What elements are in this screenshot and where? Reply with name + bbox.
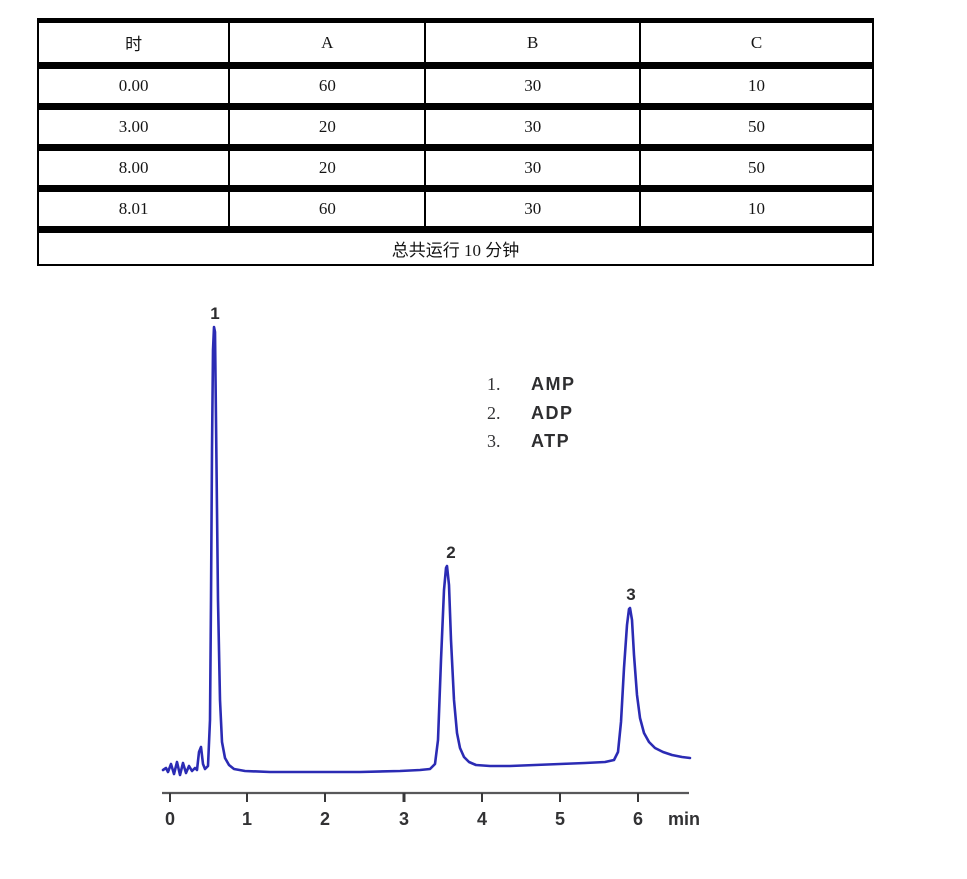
table-row: 8.00 20 30 50 xyxy=(36,144,874,189)
legend-3-name: ATP xyxy=(531,431,570,451)
cell-a: 20 xyxy=(228,144,427,189)
cell-c: 10 xyxy=(639,185,874,230)
column-header-a: A xyxy=(228,20,427,66)
chart-legend: 1. AMP 2. ADP 3. ATP xyxy=(487,374,576,451)
total-runtime-note: 总共运行 10 分钟 xyxy=(37,226,874,265)
table-row: 3.00 20 30 50 xyxy=(36,103,874,148)
legend-1-name: AMP xyxy=(531,374,576,394)
legend-2-name: ADP xyxy=(531,403,574,423)
table-row: 0.00 60 30 10 xyxy=(36,62,874,107)
cell-a: 60 xyxy=(228,185,427,230)
column-header-b: B xyxy=(424,20,642,66)
cell-time: 0.00 xyxy=(36,62,231,107)
chromatogram-trace xyxy=(161,325,692,777)
cell-time: 8.01 xyxy=(36,185,231,230)
x-tick-1: 1 xyxy=(242,809,252,829)
x-tick-3: 3 xyxy=(399,809,409,829)
x-tick-0: 0 xyxy=(165,809,175,829)
cell-c: 50 xyxy=(639,144,874,189)
peak-3-label: 3 xyxy=(626,585,635,604)
peak-1-label: 1 xyxy=(210,304,219,323)
cell-b: 30 xyxy=(424,62,642,107)
cell-c: 10 xyxy=(639,62,874,107)
cell-b: 30 xyxy=(424,103,642,148)
x-axis: 0 1 2 3 4 5 6 min xyxy=(162,791,700,829)
x-axis-unit-label: min xyxy=(668,809,700,829)
x-axis-ticks xyxy=(169,793,639,802)
table-header-row: 时 A B C xyxy=(36,20,874,66)
column-header-c: C xyxy=(639,20,874,66)
cell-time: 8.00 xyxy=(36,144,231,189)
chromatogram-figure: 1 2 3 1. AMP 2. ADP 3. ATP 0 1 xyxy=(130,285,740,845)
cell-time: 3.00 xyxy=(36,103,231,148)
legend-3-number: 3. xyxy=(487,431,501,451)
legend-1-number: 1. xyxy=(487,374,501,394)
cell-b: 30 xyxy=(424,185,642,230)
cell-c: 50 xyxy=(639,103,874,148)
cell-a: 20 xyxy=(228,103,427,148)
table-row: 8.01 60 30 10 xyxy=(36,185,874,230)
cell-a: 60 xyxy=(228,62,427,107)
x-tick-4: 4 xyxy=(477,809,487,829)
table-footer-row: 总共运行 10 分钟 xyxy=(37,226,874,265)
peak-2-label: 2 xyxy=(446,543,455,562)
cell-b: 30 xyxy=(424,144,642,189)
gradient-program-table: 时 A B C 0.00 60 30 10 3.00 20 30 50 8.00… xyxy=(36,18,874,266)
x-tick-2: 2 xyxy=(320,809,330,829)
x-tick-6: 6 xyxy=(633,809,643,829)
legend-2-number: 2. xyxy=(487,403,501,423)
column-header-time: 时 xyxy=(36,20,231,66)
x-tick-5: 5 xyxy=(555,809,565,829)
